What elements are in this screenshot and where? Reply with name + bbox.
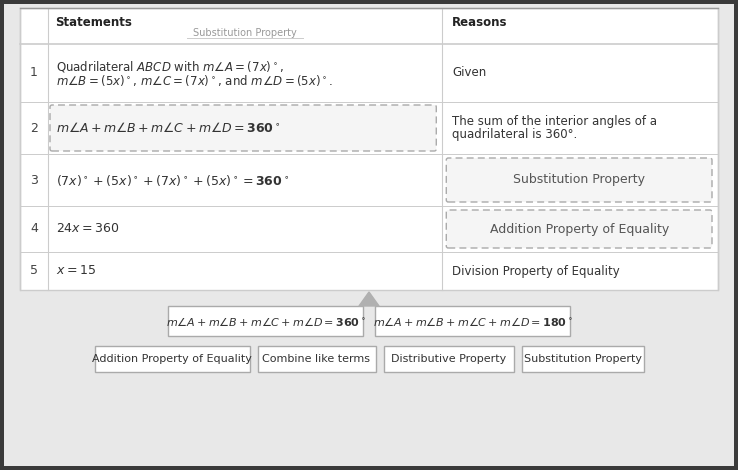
FancyBboxPatch shape — [375, 306, 570, 336]
FancyBboxPatch shape — [384, 346, 514, 372]
Text: Substitution Property: Substitution Property — [523, 354, 641, 364]
Text: $m\angle A + m\angle B + m\angle C + m\angle D = \mathbf{360}^\circ$: $m\angle A + m\angle B + m\angle C + m\a… — [165, 314, 365, 328]
Text: The sum of the interior angles of a: The sum of the interior angles of a — [452, 115, 658, 128]
Text: Statements: Statements — [55, 16, 132, 29]
Text: 4: 4 — [30, 222, 38, 235]
Text: Given: Given — [452, 66, 486, 79]
Text: Substitution Property: Substitution Property — [513, 173, 645, 187]
Text: 2: 2 — [30, 122, 38, 134]
FancyBboxPatch shape — [522, 346, 644, 372]
FancyBboxPatch shape — [258, 346, 376, 372]
FancyBboxPatch shape — [94, 346, 249, 372]
Text: 5: 5 — [30, 265, 38, 277]
Text: $x = 15$: $x = 15$ — [56, 265, 96, 277]
FancyBboxPatch shape — [4, 4, 734, 466]
FancyBboxPatch shape — [168, 306, 363, 336]
Text: Addition Property of Equality: Addition Property of Equality — [489, 222, 669, 235]
FancyBboxPatch shape — [446, 210, 712, 248]
FancyBboxPatch shape — [446, 158, 712, 202]
Text: Combine like terms: Combine like terms — [263, 354, 370, 364]
Text: Addition Property of Equality: Addition Property of Equality — [92, 354, 252, 364]
Text: 1: 1 — [30, 66, 38, 79]
Text: 3: 3 — [30, 173, 38, 187]
Text: $24x = 360$: $24x = 360$ — [56, 222, 120, 235]
FancyBboxPatch shape — [50, 105, 436, 151]
Text: $m\angle B = (5x)^\circ$, $m\angle C = (7x)^\circ$, and $m\angle D = (5x)^\circ$: $m\angle B = (5x)^\circ$, $m\angle C = (… — [56, 72, 333, 87]
Text: Substitution Property: Substitution Property — [193, 28, 297, 38]
Text: $m\angle A + m\angle B + m\angle C + m\angle D = \mathbf{360}^\circ$: $m\angle A + m\angle B + m\angle C + m\a… — [56, 121, 280, 135]
Text: Distributive Property: Distributive Property — [391, 354, 506, 364]
Text: quadrilateral is 360°.: quadrilateral is 360°. — [452, 128, 578, 141]
Text: Division Property of Equality: Division Property of Equality — [452, 265, 620, 277]
Text: Reasons: Reasons — [452, 16, 508, 29]
Polygon shape — [359, 292, 379, 306]
Text: $(7x)^\circ + (5x)^\circ + (7x)^\circ + (5x)^\circ = \mathbf{360}^\circ$: $(7x)^\circ + (5x)^\circ + (7x)^\circ + … — [56, 172, 289, 188]
FancyBboxPatch shape — [20, 8, 718, 290]
Text: Quadrilateral $ABCD$ with $m\angle A = (7x)^\circ$,: Quadrilateral $ABCD$ with $m\angle A = (… — [56, 58, 284, 73]
Text: $m\angle A + m\angle B + m\angle C + m\angle D = \mathbf{180}^\circ$: $m\angle A + m\angle B + m\angle C + m\a… — [373, 314, 573, 328]
